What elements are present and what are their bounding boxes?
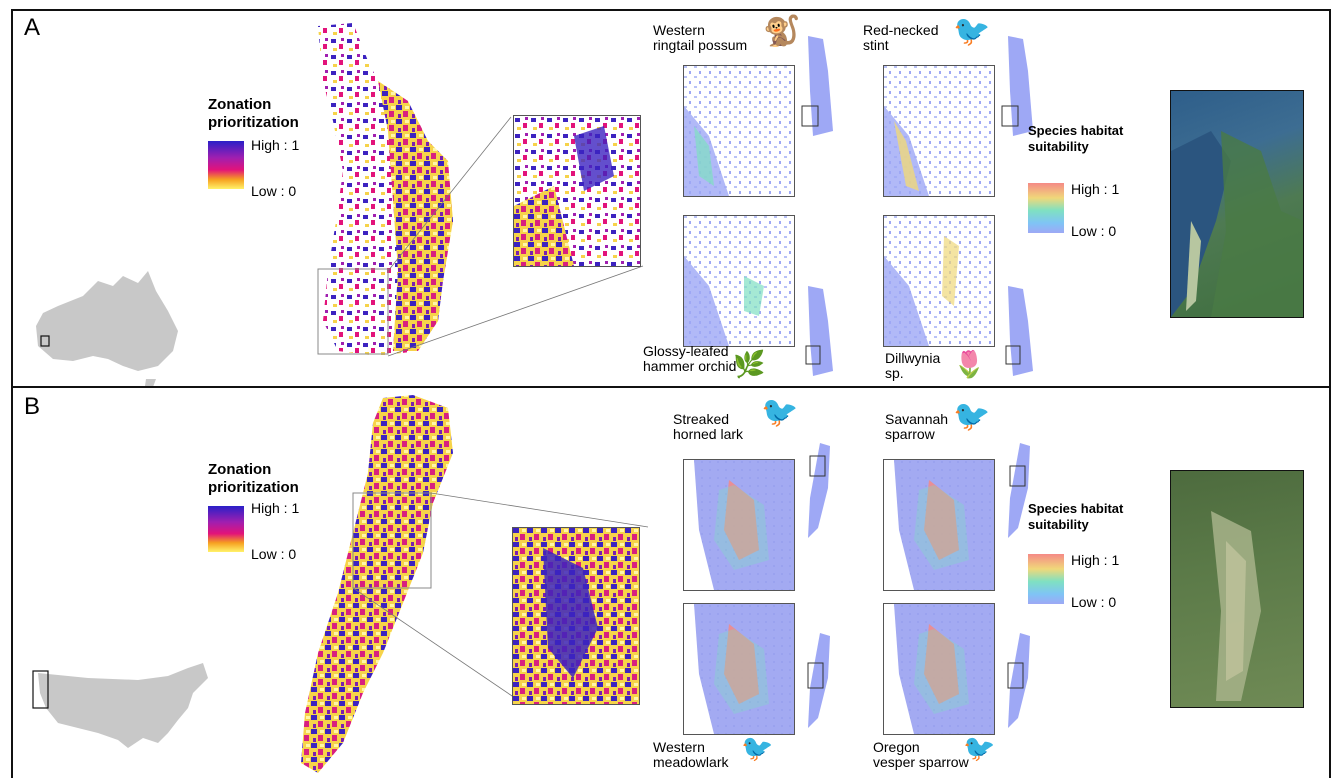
zoom-box	[317, 268, 389, 355]
zonation-legend-title: Zonation prioritization	[208, 461, 299, 496]
study-area-box	[32, 670, 49, 709]
species-map-4	[883, 603, 995, 735]
zonation-map	[301, 395, 453, 773]
zonation-high-label: High : 1	[251, 137, 300, 153]
zonation-zoom-inset	[512, 527, 640, 705]
species-map-2	[883, 65, 995, 197]
species-label-3: Western meadowlark	[653, 739, 729, 770]
zonation-high-label: High : 1	[251, 500, 300, 516]
species-label-3: Glossy-leafed hammer orchid	[643, 343, 737, 374]
bird-icon: 🐦	[953, 15, 991, 48]
habitat-colorbar	[1028, 183, 1064, 233]
zonation-map	[317, 23, 453, 356]
zonation-colorbar	[208, 141, 244, 189]
habitat-low-label: Low : 0	[1071, 594, 1117, 610]
species-inset-3	[807, 633, 830, 728]
species-map-1	[683, 65, 795, 197]
vesper-sparrow-icon: 🐦	[963, 733, 996, 763]
lark-icon: 🐦	[761, 396, 799, 429]
species-inset-1	[801, 36, 833, 136]
usa-map	[32, 663, 208, 748]
species-label-2: Red-necked stint	[863, 22, 939, 53]
possum-icon: 🐒	[763, 15, 801, 48]
species-inset-1	[808, 443, 830, 538]
panel-a: A Zonation prioritization High : 1 Low : …	[11, 9, 1331, 388]
species-label-4: Oregon vesper sparrow	[873, 739, 969, 770]
species-map-1	[683, 459, 795, 591]
species-map-3	[683, 215, 795, 347]
species-inset-3	[805, 286, 833, 376]
flower-icon: 🌷	[953, 349, 986, 379]
zoom-lines	[353, 492, 649, 701]
habitat-high-label: High : 1	[1071, 181, 1120, 197]
habitat-colorbar	[1028, 554, 1064, 604]
zonation-colorbar	[208, 506, 244, 552]
species-label-4: Dillwynia sp.	[885, 350, 941, 381]
species-inset-2	[1008, 443, 1030, 538]
species-inset-4	[1007, 633, 1030, 728]
species-map-2	[883, 459, 995, 591]
panel-label: A	[24, 14, 41, 41]
zoom-box	[352, 492, 432, 589]
species-inset-4	[1005, 286, 1033, 376]
species-map-3	[683, 603, 795, 735]
panel-label: B	[24, 393, 41, 420]
meadowlark-icon: 🐦	[741, 733, 774, 763]
habitat-legend-title: Species habitat suitability	[1028, 123, 1124, 154]
zonation-legend-title: Zonation prioritization	[208, 96, 299, 131]
habitat-low-label: Low : 0	[1071, 223, 1117, 239]
species-label-1: Streaked horned lark	[673, 411, 744, 442]
zonation-low-label: Low : 0	[251, 546, 297, 562]
species-inset-2	[1001, 36, 1033, 136]
zonation-zoom-inset	[513, 115, 641, 267]
australia-map	[36, 271, 178, 387]
species-label-1: Western ringtail possum	[653, 22, 748, 53]
species-map-4	[883, 215, 995, 347]
panel-b: B Zonation prioritization High : 1 Low : …	[11, 386, 1331, 778]
zonation-low-label: Low : 0	[251, 183, 297, 199]
zoom-lines	[387, 116, 644, 357]
satellite-image	[1170, 90, 1304, 318]
satellite-image	[1170, 470, 1304, 708]
orchid-icon: 🌿	[733, 349, 766, 379]
sparrow-icon: 🐦	[953, 400, 991, 433]
habitat-legend-title: Species habitat suitability	[1028, 501, 1124, 532]
study-area-box	[40, 335, 50, 347]
species-label-2: Savannah sparrow	[885, 411, 949, 442]
habitat-high-label: High : 1	[1071, 552, 1120, 568]
